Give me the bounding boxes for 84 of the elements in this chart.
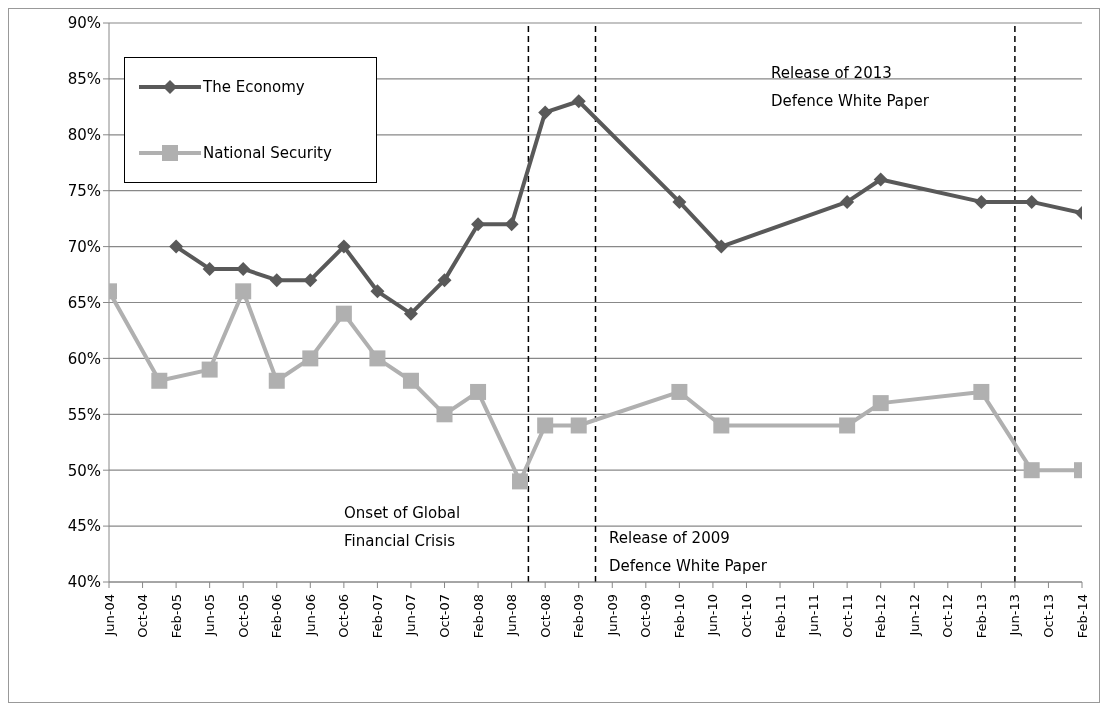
x-tick-label: Feb-06 xyxy=(269,594,285,639)
x-tick-label: Oct-07 xyxy=(437,594,453,638)
y-tick-label: 70% xyxy=(67,237,101,256)
point xyxy=(714,239,729,254)
x-tick-label: Feb-05 xyxy=(168,594,184,639)
x-tick-label: Feb-07 xyxy=(369,594,385,639)
point xyxy=(570,417,587,434)
point xyxy=(402,372,419,389)
point xyxy=(403,306,418,321)
x-tick-label: Jun-11 xyxy=(806,594,822,637)
y-tick-label: 80% xyxy=(67,126,101,145)
point xyxy=(201,361,218,378)
legend-label: National Security xyxy=(203,144,332,162)
point xyxy=(369,350,386,367)
y-tick-label: 85% xyxy=(67,70,101,89)
x-tick-label: Oct-10 xyxy=(738,594,754,638)
annotation: Release of 2013 Defence White Paper xyxy=(771,63,930,112)
point xyxy=(538,105,553,120)
point xyxy=(436,406,453,423)
x-tick-label: Feb-13 xyxy=(973,594,989,639)
point xyxy=(370,284,385,299)
x-tick-label: Jun-10 xyxy=(705,594,721,637)
x-tick-label: Oct-09 xyxy=(638,594,654,638)
point xyxy=(839,417,856,434)
point xyxy=(437,273,452,288)
point xyxy=(671,383,688,400)
point xyxy=(512,473,529,490)
x-tick-label: Jun-09 xyxy=(604,594,620,637)
point xyxy=(268,372,285,389)
point xyxy=(269,273,284,288)
y-tick-label: 60% xyxy=(67,349,101,368)
x-tick-label: Jun-06 xyxy=(302,594,318,637)
point xyxy=(840,194,855,209)
x-tick-label: Feb-08 xyxy=(470,594,486,639)
point xyxy=(571,94,586,109)
x-tick-label: Oct-12 xyxy=(940,594,956,638)
point xyxy=(470,383,487,400)
x-tick-label: Jun-07 xyxy=(403,594,419,637)
point xyxy=(873,172,888,187)
point xyxy=(236,261,251,276)
point xyxy=(537,417,554,434)
point xyxy=(302,350,319,367)
y-tick-label: 55% xyxy=(67,405,101,424)
x-tick-label: Feb-10 xyxy=(671,594,687,639)
y-tick-label: 45% xyxy=(67,517,101,536)
point xyxy=(202,261,217,276)
x-tick-label: Jun-12 xyxy=(906,594,922,637)
x-tick-label: Feb-14 xyxy=(1074,594,1090,639)
y-tick-label: 90% xyxy=(67,14,101,33)
x-tick-label: Oct-05 xyxy=(235,594,251,638)
point xyxy=(336,239,351,254)
point xyxy=(973,383,990,400)
x-tick-label: Feb-11 xyxy=(772,594,788,639)
annotation: Release of 2009 Defence White Paper xyxy=(609,528,768,577)
point xyxy=(235,283,252,300)
legend-label: The Economy xyxy=(203,78,305,96)
x-tick-label: Jun-05 xyxy=(202,594,218,637)
point xyxy=(303,273,318,288)
x-tick-label: Jun-04 xyxy=(101,594,117,637)
x-tick-label: Jun-08 xyxy=(504,594,520,637)
x-tick-label: Oct-04 xyxy=(135,594,151,638)
y-tick-label: 65% xyxy=(67,293,101,312)
x-tick-label: Oct-13 xyxy=(1040,594,1056,638)
x-tick-label: Feb-09 xyxy=(571,594,587,639)
x-tick-label: Oct-11 xyxy=(839,594,855,638)
x-tick-label: Oct-08 xyxy=(537,594,553,638)
point xyxy=(151,372,168,389)
y-tick-label: 75% xyxy=(67,182,101,201)
point xyxy=(169,239,184,254)
x-tick-label: Jun-13 xyxy=(1007,594,1023,637)
point xyxy=(335,305,352,322)
annotation: Onset of Global Financial Crisis xyxy=(344,503,462,552)
point xyxy=(672,194,687,209)
point xyxy=(504,217,519,232)
point xyxy=(1023,462,1040,479)
y-tick-label: 50% xyxy=(67,461,101,480)
point xyxy=(471,217,486,232)
point xyxy=(1024,194,1039,209)
y-tick-label: 40% xyxy=(67,573,101,592)
x-tick-label: Oct-06 xyxy=(336,594,352,638)
point xyxy=(974,194,989,209)
point xyxy=(713,417,730,434)
x-tick-label: Feb-12 xyxy=(873,594,889,639)
point xyxy=(872,395,889,412)
